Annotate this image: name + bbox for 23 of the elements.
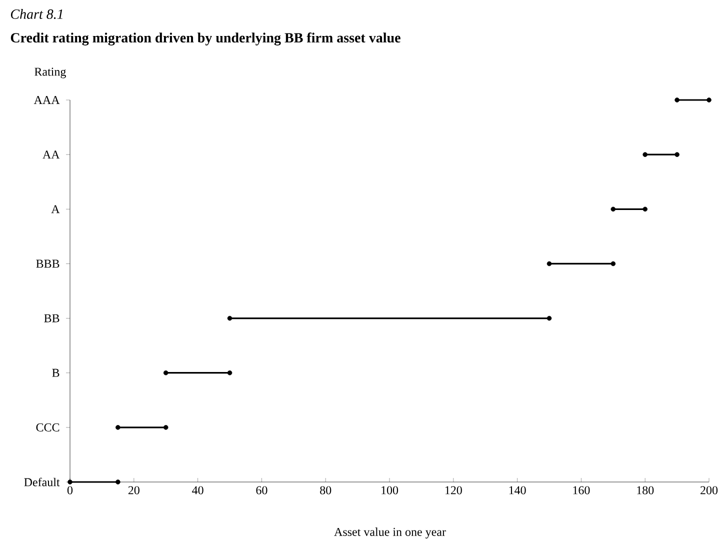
x-tick-label: 200	[700, 486, 718, 494]
y-tick-label: A	[51, 205, 60, 214]
y-axis-title: Rating	[34, 68, 66, 78]
y-tick-label: Default	[24, 478, 60, 486]
x-tick-label: 180	[637, 486, 654, 494]
x-tick-label: 20	[128, 486, 140, 494]
x-tick-label: 140	[509, 486, 526, 494]
chart-subtitle: Credit rating migration driven by underlying BB firm asset value	[10, 32, 400, 46]
x-tick-label: 100	[382, 486, 398, 494]
x-axis-title: Asset value in one year	[334, 528, 446, 538]
chart-title: Chart 8.1	[10, 9, 62, 19]
x-tick-label: 160	[573, 486, 590, 494]
y-tick-label: B	[52, 368, 60, 377]
x-tick-label: 40	[192, 486, 204, 494]
x-tick-label: 0	[67, 486, 73, 494]
y-tick-label: AA	[42, 150, 60, 159]
y-tick-label: BB	[44, 314, 60, 322]
y-tick-label: BBB	[36, 260, 60, 268]
y-tick-label: AAA	[34, 96, 60, 104]
x-tick-label: 60	[256, 486, 268, 494]
x-tick-label: 80	[320, 486, 332, 494]
x-tick-label: 120	[445, 486, 462, 494]
y-tick-label: CCC	[36, 423, 60, 432]
